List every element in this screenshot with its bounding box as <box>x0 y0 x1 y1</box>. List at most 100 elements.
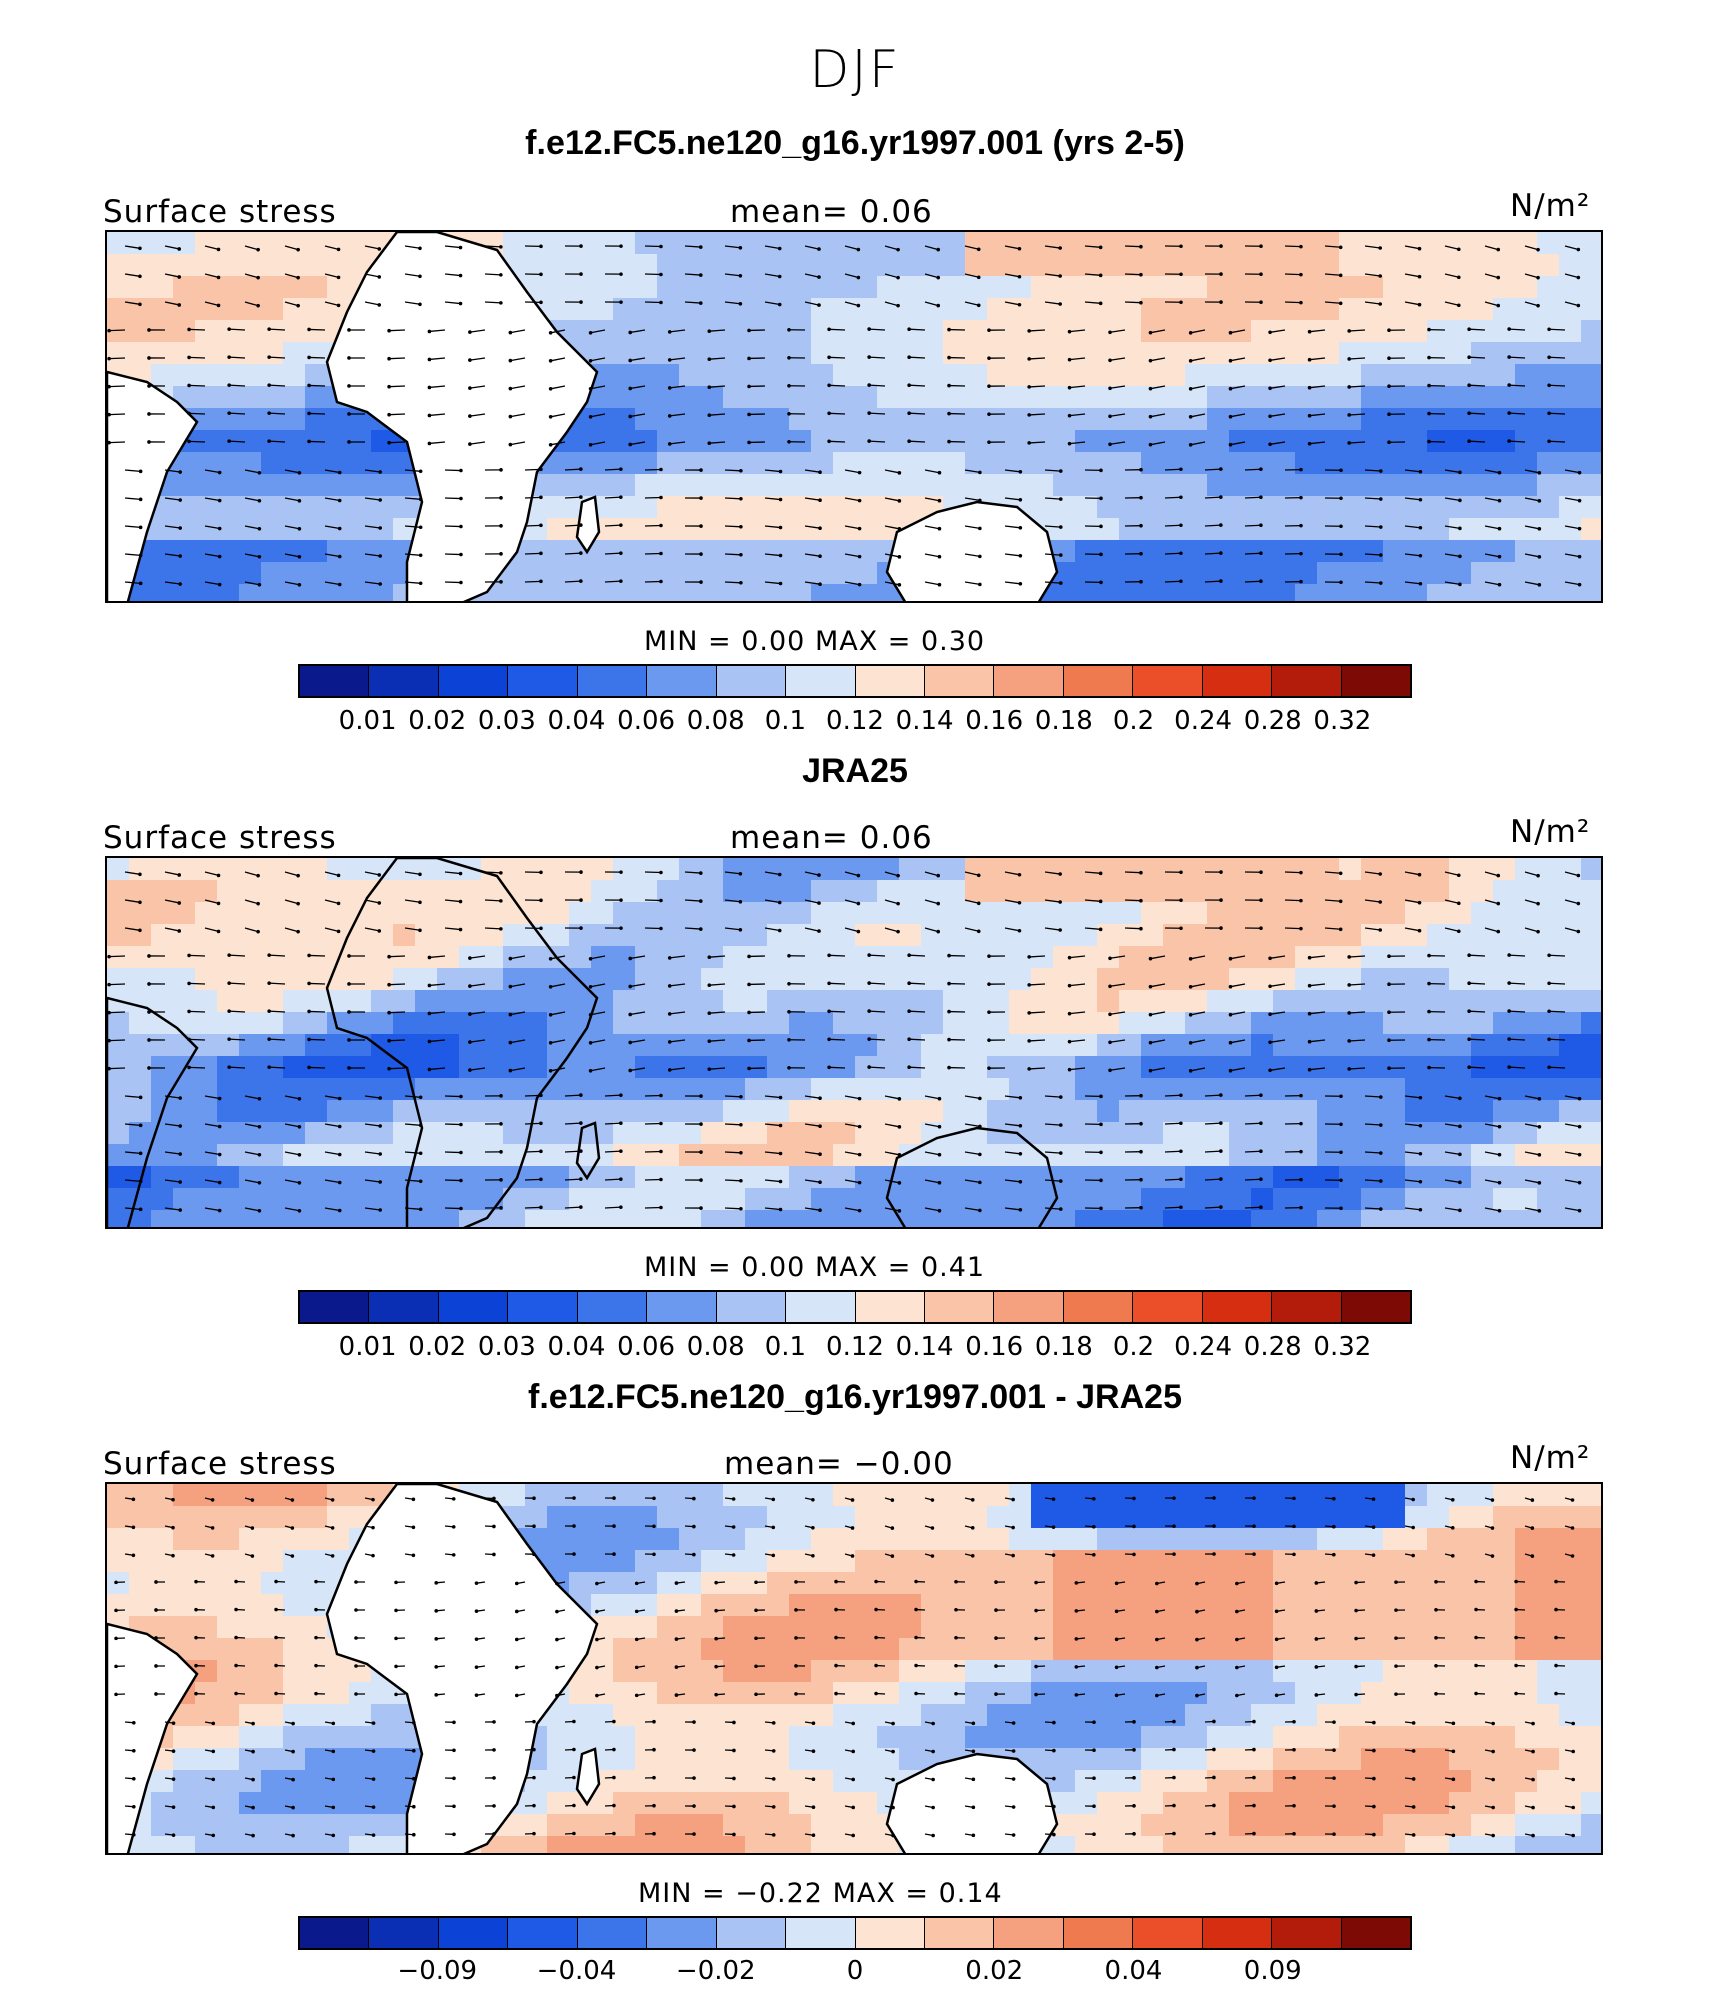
field-cell <box>1581 946 1601 969</box>
field-cell <box>789 1144 812 1167</box>
stress-vector <box>924 1123 940 1128</box>
field-cell <box>1383 1594 1406 1617</box>
stress-vector-head <box>539 926 543 931</box>
field-cell <box>173 924 196 947</box>
field-cell <box>327 1056 350 1079</box>
field-cell <box>1207 1506 1230 1529</box>
field-cell <box>1383 1616 1406 1639</box>
field-cell <box>1273 452 1296 475</box>
field-cell <box>151 902 174 925</box>
stress-vector-head <box>468 358 472 362</box>
stress-vector-head <box>307 411 311 416</box>
field-cell <box>701 1528 724 1551</box>
field-cell <box>855 1484 878 1507</box>
field-cell <box>1075 968 1098 991</box>
field-cell <box>1251 496 1274 519</box>
field-cell <box>1141 902 1164 925</box>
field-cell <box>1053 1122 1076 1145</box>
field-cell <box>965 946 988 969</box>
field-cell <box>987 1100 1010 1123</box>
stress-vector-head <box>579 898 583 902</box>
field-cell <box>943 342 966 365</box>
stress-vector-head <box>897 583 902 587</box>
field-cell <box>1581 1166 1601 1189</box>
field-cell <box>327 474 350 497</box>
field-cell <box>745 1012 768 1035</box>
field-cell <box>1053 1594 1076 1617</box>
field-cell <box>679 880 702 903</box>
stress-vector-head <box>377 247 382 251</box>
field-cell <box>1097 276 1120 299</box>
stress-vector-head <box>539 551 543 556</box>
field-cell <box>833 1528 856 1551</box>
field-cell <box>1207 496 1230 519</box>
stress-vector-head <box>1497 1096 1502 1101</box>
stress-vector <box>669 1011 686 1015</box>
field-cell <box>107 1034 130 1057</box>
stress-vector-head <box>1347 955 1351 959</box>
stress-vector <box>1349 1039 1366 1042</box>
stress-vector <box>550 983 566 988</box>
stress-vector-head <box>619 495 623 499</box>
field-cell <box>943 902 966 925</box>
stress-vector <box>189 982 206 985</box>
field-cell <box>1361 1122 1384 1145</box>
field-cell <box>987 408 1010 431</box>
field-cell <box>745 1506 768 1529</box>
field-cell <box>239 1616 262 1639</box>
field-cell <box>965 1616 988 1639</box>
field-cell <box>1427 1616 1450 1639</box>
field-cell <box>987 1506 1010 1529</box>
field-cell <box>1031 1210 1054 1227</box>
field-cell <box>921 452 944 475</box>
stress-vector-head <box>947 953 951 958</box>
stress-vector <box>429 955 446 959</box>
field-cell <box>1009 276 1032 299</box>
stress-vector <box>804 581 821 585</box>
stress-vector-head <box>1537 527 1542 531</box>
stress-vector-head <box>427 1067 432 1072</box>
stress-vector <box>124 273 141 277</box>
field-cell <box>1361 946 1384 969</box>
field-cell <box>327 408 350 431</box>
field-cell <box>811 1012 834 1035</box>
field-cell <box>481 1056 504 1079</box>
field-cell <box>1273 1484 1296 1507</box>
field-cell <box>547 1188 570 1211</box>
field-cell <box>1229 1616 1252 1639</box>
stress-vector-head <box>619 1121 623 1125</box>
field-cell <box>1427 1572 1450 1595</box>
stress-vector-head <box>1387 384 1391 389</box>
field-cell <box>217 1144 240 1167</box>
field-cell <box>855 1012 878 1035</box>
stress-vector-head <box>257 554 262 559</box>
stress-vector-head <box>1507 411 1511 415</box>
stress-vector-head <box>579 1149 583 1153</box>
field-cell <box>921 430 944 453</box>
stress-vector <box>590 441 606 446</box>
field-cell <box>1493 320 1516 343</box>
stress-vector-head <box>1027 955 1031 959</box>
stress-vector <box>1404 1179 1421 1183</box>
stress-vector <box>709 1011 726 1014</box>
stress-vector <box>229 1010 246 1013</box>
field-cell <box>1141 1660 1164 1683</box>
stress-vector <box>1069 413 1086 417</box>
field-cell <box>855 1572 878 1595</box>
field-cell <box>261 1122 284 1145</box>
stress-vector <box>324 525 340 530</box>
stress-vector <box>804 469 821 473</box>
field-cell <box>789 276 812 299</box>
field-cell <box>261 1166 284 1189</box>
stress-vector-head <box>1547 411 1551 416</box>
stress-vector-head <box>659 1093 663 1098</box>
field-cell <box>1229 386 1252 409</box>
stress-vector-head <box>659 272 663 277</box>
colorbar-segment <box>994 1292 1064 1322</box>
field-cell <box>1493 1144 1516 1167</box>
field-cell <box>217 1616 240 1639</box>
field-cell <box>1207 584 1230 601</box>
stress-vector-head <box>539 1093 543 1098</box>
field-cell <box>547 232 570 255</box>
stress-vector <box>444 1207 461 1210</box>
